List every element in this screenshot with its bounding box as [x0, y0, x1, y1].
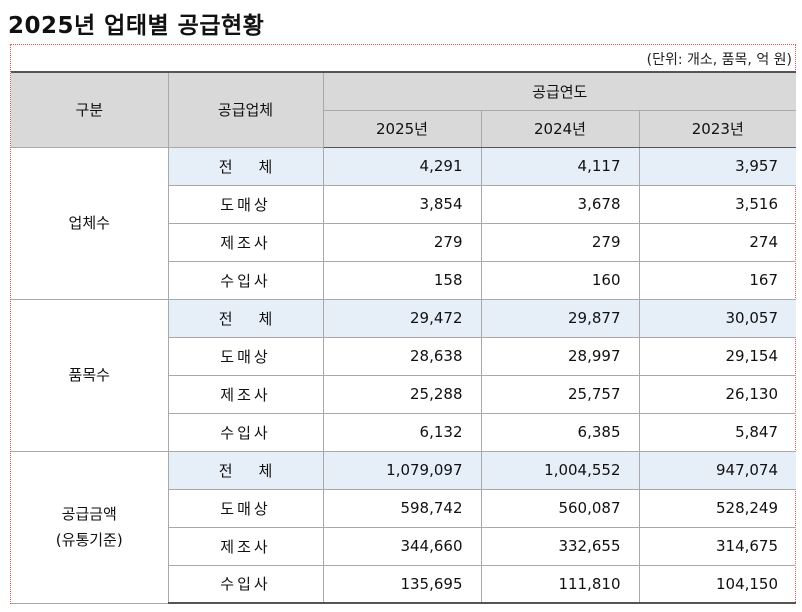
header-supply-year: 공급연도	[322, 71, 797, 111]
header-year-2023: 2023년	[638, 109, 797, 148]
cell-value: 167	[638, 260, 797, 300]
table-row: 도매상 28,638 28,997 29,154	[11, 336, 797, 376]
cell-value: 598,742	[322, 488, 482, 528]
cell-value: 5,847	[638, 412, 797, 452]
cell-value: 160	[480, 260, 640, 300]
header-year-2024: 2024년	[480, 109, 640, 148]
group-label-text: 공급금액	[61, 505, 117, 523]
cell-value: 26,130	[638, 374, 797, 414]
cell-value: 29,877	[480, 298, 640, 338]
group-label-text: 품목수	[68, 366, 110, 384]
total-char-2: 체	[258, 309, 273, 328]
total-char-2: 체	[258, 461, 273, 480]
cell-value: 528,249	[638, 488, 797, 528]
cell-value: 947,074	[638, 450, 797, 490]
row-category-manufacturer: 제조사	[168, 222, 324, 262]
table-row: 수입사 158 160 167	[11, 260, 797, 300]
table-row: 수입사 135,695 111,810 104,150	[11, 564, 797, 604]
cell-value: 1,079,097	[322, 450, 482, 490]
group-label-subtext: (유통기준)	[55, 531, 123, 549]
row-category-manufacturer: 제조사	[168, 526, 324, 566]
table-row: 수입사 6,132 6,385 5,847	[11, 412, 797, 452]
row-category-manufacturer: 제조사	[168, 374, 324, 414]
cell-value: 25,757	[480, 374, 640, 414]
cell-value: 274	[638, 222, 797, 262]
row-category-importer: 수입사	[168, 412, 324, 452]
table-row: 제조사 25,288 25,757 26,130	[11, 374, 797, 414]
page-title: 2025년 업태별 공급현황	[8, 13, 265, 39]
cell-value: 158	[322, 260, 482, 300]
row-category-importer: 수입사	[168, 564, 324, 604]
cell-value: 25,288	[322, 374, 482, 414]
cell-value: 28,638	[322, 336, 482, 376]
cell-value: 3,854	[322, 184, 482, 224]
cell-value: 3,957	[638, 146, 797, 186]
cell-value: 4,291	[322, 146, 482, 186]
cell-value: 332,655	[480, 526, 640, 566]
row-category-wholesale: 도매상	[168, 488, 324, 528]
header-division: 구분	[11, 71, 169, 148]
total-char-1: 전	[218, 157, 233, 176]
row-category-importer: 수입사	[168, 260, 324, 300]
header-supplier: 공급업체	[167, 71, 324, 148]
cell-value: 4,117	[480, 146, 640, 186]
cell-value: 279	[322, 222, 482, 262]
total-char-2: 체	[258, 157, 273, 176]
cell-value: 135,695	[322, 564, 482, 604]
cell-value: 6,385	[480, 412, 640, 452]
cell-value: 111,810	[480, 564, 640, 604]
unit-note: (단위: 개소, 품목, 억 원)	[646, 52, 792, 68]
cell-value: 30,057	[638, 298, 797, 338]
total-char-1: 전	[218, 461, 233, 480]
cell-value: 28,997	[480, 336, 640, 376]
cell-value: 29,472	[322, 298, 482, 338]
cell-value: 1,004,552	[480, 450, 640, 490]
group-label-supply-amount: 공급금액 (유통기준)	[11, 450, 169, 604]
table-row: 제조사 279 279 274	[11, 222, 797, 262]
cell-value: 29,154	[638, 336, 797, 376]
cell-value: 3,516	[638, 184, 797, 224]
cell-value: 104,150	[638, 564, 797, 604]
total-char-1: 전	[218, 309, 233, 328]
group-label-companies: 업체수	[11, 146, 169, 300]
cell-value: 6,132	[322, 412, 482, 452]
cell-value: 3,678	[480, 184, 640, 224]
cell-value: 279	[480, 222, 640, 262]
table-row: 제조사 344,660 332,655 314,675	[11, 526, 797, 566]
group-label-text: 업체수	[68, 214, 110, 232]
row-category-wholesale: 도매상	[168, 184, 324, 224]
group-label-items: 품목수	[11, 298, 169, 452]
row-category-wholesale: 도매상	[168, 336, 324, 376]
cell-value: 314,675	[638, 526, 797, 566]
cell-value: 560,087	[480, 488, 640, 528]
cell-value: 344,660	[322, 526, 482, 566]
header-year-2025: 2025년	[323, 109, 482, 148]
